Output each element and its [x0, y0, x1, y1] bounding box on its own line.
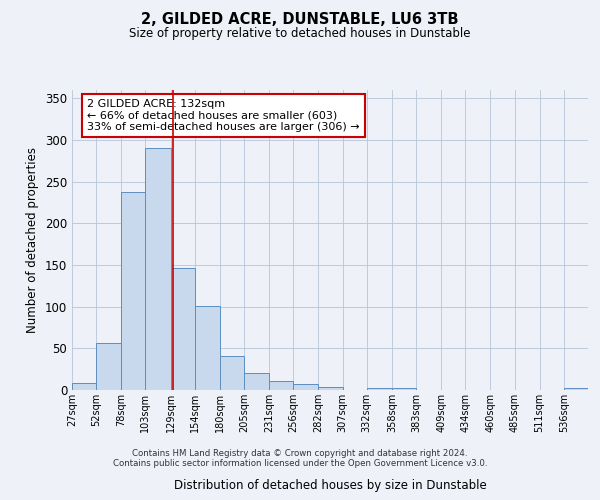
Text: Contains HM Land Registry data © Crown copyright and database right 2024.: Contains HM Land Registry data © Crown c… [132, 448, 468, 458]
Bar [319, 386, 343, 390]
Bar [96, 342, 121, 390]
Bar [145, 148, 170, 390]
Bar [392, 388, 416, 390]
Bar [220, 356, 244, 390]
Bar [195, 306, 220, 390]
Text: 2 GILDED ACRE: 132sqm
← 66% of detached houses are smaller (603)
33% of semi-det: 2 GILDED ACRE: 132sqm ← 66% of detached … [88, 99, 360, 132]
Bar [72, 384, 96, 390]
Bar [121, 192, 145, 390]
Bar [244, 374, 269, 390]
Text: Contains public sector information licensed under the Open Government Licence v3: Contains public sector information licen… [113, 458, 487, 468]
Bar [293, 384, 319, 390]
Bar [367, 388, 392, 390]
Text: 2, GILDED ACRE, DUNSTABLE, LU6 3TB: 2, GILDED ACRE, DUNSTABLE, LU6 3TB [141, 12, 459, 28]
Text: Distribution of detached houses by size in Dunstable: Distribution of detached houses by size … [173, 480, 487, 492]
Bar [564, 388, 588, 390]
Bar [269, 381, 293, 390]
Bar [170, 268, 195, 390]
Text: Size of property relative to detached houses in Dunstable: Size of property relative to detached ho… [129, 28, 471, 40]
Y-axis label: Number of detached properties: Number of detached properties [26, 147, 40, 333]
